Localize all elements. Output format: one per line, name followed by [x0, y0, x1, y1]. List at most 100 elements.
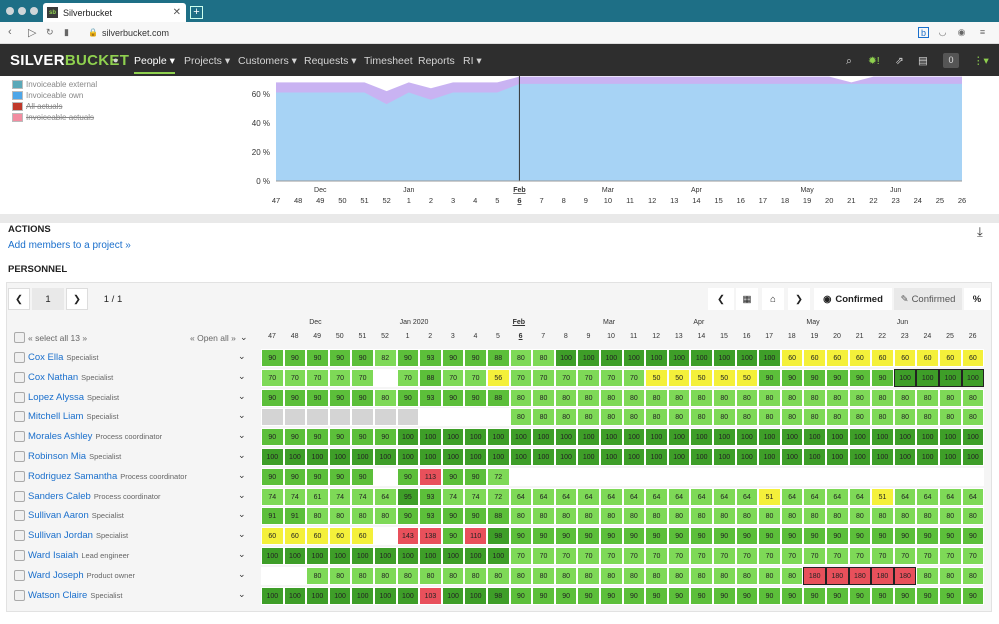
allocation-cell[interactable]: [803, 467, 826, 486]
row-expand-chevron-icon[interactable]: ⌄: [238, 450, 246, 460]
row-checkbox[interactable]: [14, 352, 25, 363]
allocation-cell[interactable]: 64: [600, 487, 623, 506]
allocation-cell[interactable]: 80: [826, 507, 849, 526]
allocation-cell[interactable]: 50: [667, 368, 691, 387]
allocation-cell[interactable]: 90: [306, 467, 329, 486]
allocation-cell[interactable]: 143: [396, 527, 420, 546]
allocation-cell[interactable]: 100: [419, 428, 442, 447]
allocation-cell[interactable]: 180: [803, 566, 826, 585]
allocation-cell[interactable]: 80: [645, 507, 668, 526]
allocation-cell[interactable]: 90: [396, 349, 420, 367]
allocation-cell[interactable]: 64: [690, 487, 713, 506]
allocation-cell[interactable]: 90: [261, 428, 284, 447]
allocation-cell[interactable]: [532, 467, 555, 486]
person-name[interactable]: Cox Ella Specialist: [28, 352, 98, 363]
allocation-cell[interactable]: 90: [690, 527, 713, 546]
allocation-cell[interactable]: 80: [939, 566, 962, 585]
allocation-cell[interactable]: [283, 408, 307, 427]
row-expand-chevron-icon[interactable]: ⌄: [238, 410, 246, 421]
allocation-cell[interactable]: 80: [532, 388, 555, 407]
allocation-cell[interactable]: 90: [735, 586, 759, 605]
allocation-cell[interactable]: 80: [622, 408, 646, 427]
allocation-cell[interactable]: [261, 566, 284, 585]
notification-badge[interactable]: 0: [943, 53, 959, 68]
allocation-cell[interactable]: 90: [328, 467, 352, 486]
allocation-cell[interactable]: 90: [374, 428, 397, 447]
allocation-cell[interactable]: 100: [871, 448, 894, 466]
person-name-text[interactable]: Cox Nathan: [28, 371, 79, 383]
allocation-cell[interactable]: 64: [554, 487, 578, 506]
allocation-cell[interactable]: 100: [645, 448, 668, 466]
allocation-cell[interactable]: 80: [374, 388, 397, 407]
row-checkbox[interactable]: [14, 411, 25, 423]
allocation-cell[interactable]: 80: [667, 566, 691, 585]
allocation-cell[interactable]: 180: [826, 566, 849, 585]
allocation-cell[interactable]: 80: [713, 507, 736, 526]
allocation-cell[interactable]: 90: [396, 388, 420, 407]
allocation-cell[interactable]: 100: [328, 547, 352, 565]
allocation-cell[interactable]: 64: [961, 487, 985, 506]
row-expand-chevron-icon[interactable]: ⌄: [238, 370, 246, 381]
allocation-cell[interactable]: 100: [487, 448, 510, 466]
home-icon[interactable]: ⌂: [762, 288, 784, 310]
allocation-cell[interactable]: 100: [735, 349, 759, 367]
allocation-cell[interactable]: 90: [939, 586, 962, 605]
allocation-cell[interactable]: 100: [374, 448, 397, 466]
allocation-cell[interactable]: 70: [690, 547, 713, 565]
allocation-cell[interactable]: 90: [871, 586, 894, 605]
allocation-cell[interactable]: 100: [961, 448, 985, 466]
nav-projects[interactable]: Projects ▾: [184, 55, 231, 67]
allocation-cell[interactable]: 80: [532, 507, 555, 526]
allocation-cell[interactable]: 80: [532, 408, 555, 427]
allocation-cell[interactable]: 90: [441, 467, 465, 486]
row-expand-chevron-icon[interactable]: ⌄: [238, 390, 246, 401]
allocation-cell[interactable]: 90: [306, 349, 329, 367]
allocation-cell[interactable]: 80: [961, 566, 985, 585]
row-checkbox[interactable]: [14, 451, 25, 462]
allocation-cell[interactable]: 80: [803, 507, 826, 526]
allocation-cell[interactable]: 90: [464, 507, 487, 526]
nav-reports[interactable]: Reports: [418, 55, 455, 67]
allocation-cell[interactable]: 70: [532, 547, 555, 565]
allocation-cell[interactable]: 80: [939, 388, 962, 407]
allocation-cell[interactable]: 70: [261, 368, 284, 387]
logo[interactable]: SILVERBUCKET: [10, 52, 130, 69]
person-name[interactable]: Mitchell Liam Specialist: [28, 411, 119, 422]
allocation-cell[interactable]: 90: [939, 527, 962, 546]
allocation-cell[interactable]: 70: [509, 368, 533, 387]
person-name-text[interactable]: Ward Joseph: [28, 569, 84, 581]
allocation-cell[interactable]: 70: [780, 547, 804, 565]
allocation-cell[interactable]: 90: [351, 349, 374, 367]
allocation-cell[interactable]: 100: [441, 428, 465, 447]
allocation-cell[interactable]: 50: [690, 368, 713, 387]
allocation-cell[interactable]: 90: [871, 368, 894, 387]
allocation-cell[interactable]: 70: [961, 547, 985, 565]
allocation-cell[interactable]: 90: [826, 586, 849, 605]
allocation-cell[interactable]: 100: [577, 428, 600, 447]
allocation-cell[interactable]: 90: [803, 368, 826, 387]
allocation-cell[interactable]: 70: [622, 547, 646, 565]
allocation-cell[interactable]: 80: [893, 388, 917, 407]
confirmed-alt-toggle[interactable]: ✎ Confirmed: [894, 288, 962, 310]
allocation-cell[interactable]: 100: [871, 428, 894, 447]
allocation-cell[interactable]: 64: [645, 487, 668, 506]
allocation-cell[interactable]: 100: [396, 586, 420, 605]
allocation-cell[interactable]: 70: [532, 368, 555, 387]
allocation-cell[interactable]: 90: [667, 586, 691, 605]
allocation-cell[interactable]: 100: [645, 428, 668, 447]
allocation-cell[interactable]: 80: [690, 566, 713, 585]
allocation-cell[interactable]: 60: [826, 349, 849, 367]
allocation-cell[interactable]: 103: [419, 586, 442, 605]
allocation-cell[interactable]: 50: [645, 368, 668, 387]
expand-all-icon[interactable]: ⌄: [240, 332, 248, 342]
allocation-cell[interactable]: 80: [893, 507, 917, 526]
allocation-cell[interactable]: 90: [803, 586, 826, 605]
allocation-cell[interactable]: 70: [554, 368, 578, 387]
row-expand-chevron-icon[interactable]: ⌄: [238, 469, 246, 480]
person-name[interactable]: Sullivan Jordan Specialist: [28, 530, 128, 541]
allocation-cell[interactable]: 100: [758, 448, 781, 466]
allocation-cell[interactable]: 80: [916, 388, 939, 407]
nav-people[interactable]: People ▾: [134, 55, 175, 74]
allocation-cell[interactable]: 80: [577, 566, 600, 585]
allocation-cell[interactable]: 100: [690, 428, 713, 447]
